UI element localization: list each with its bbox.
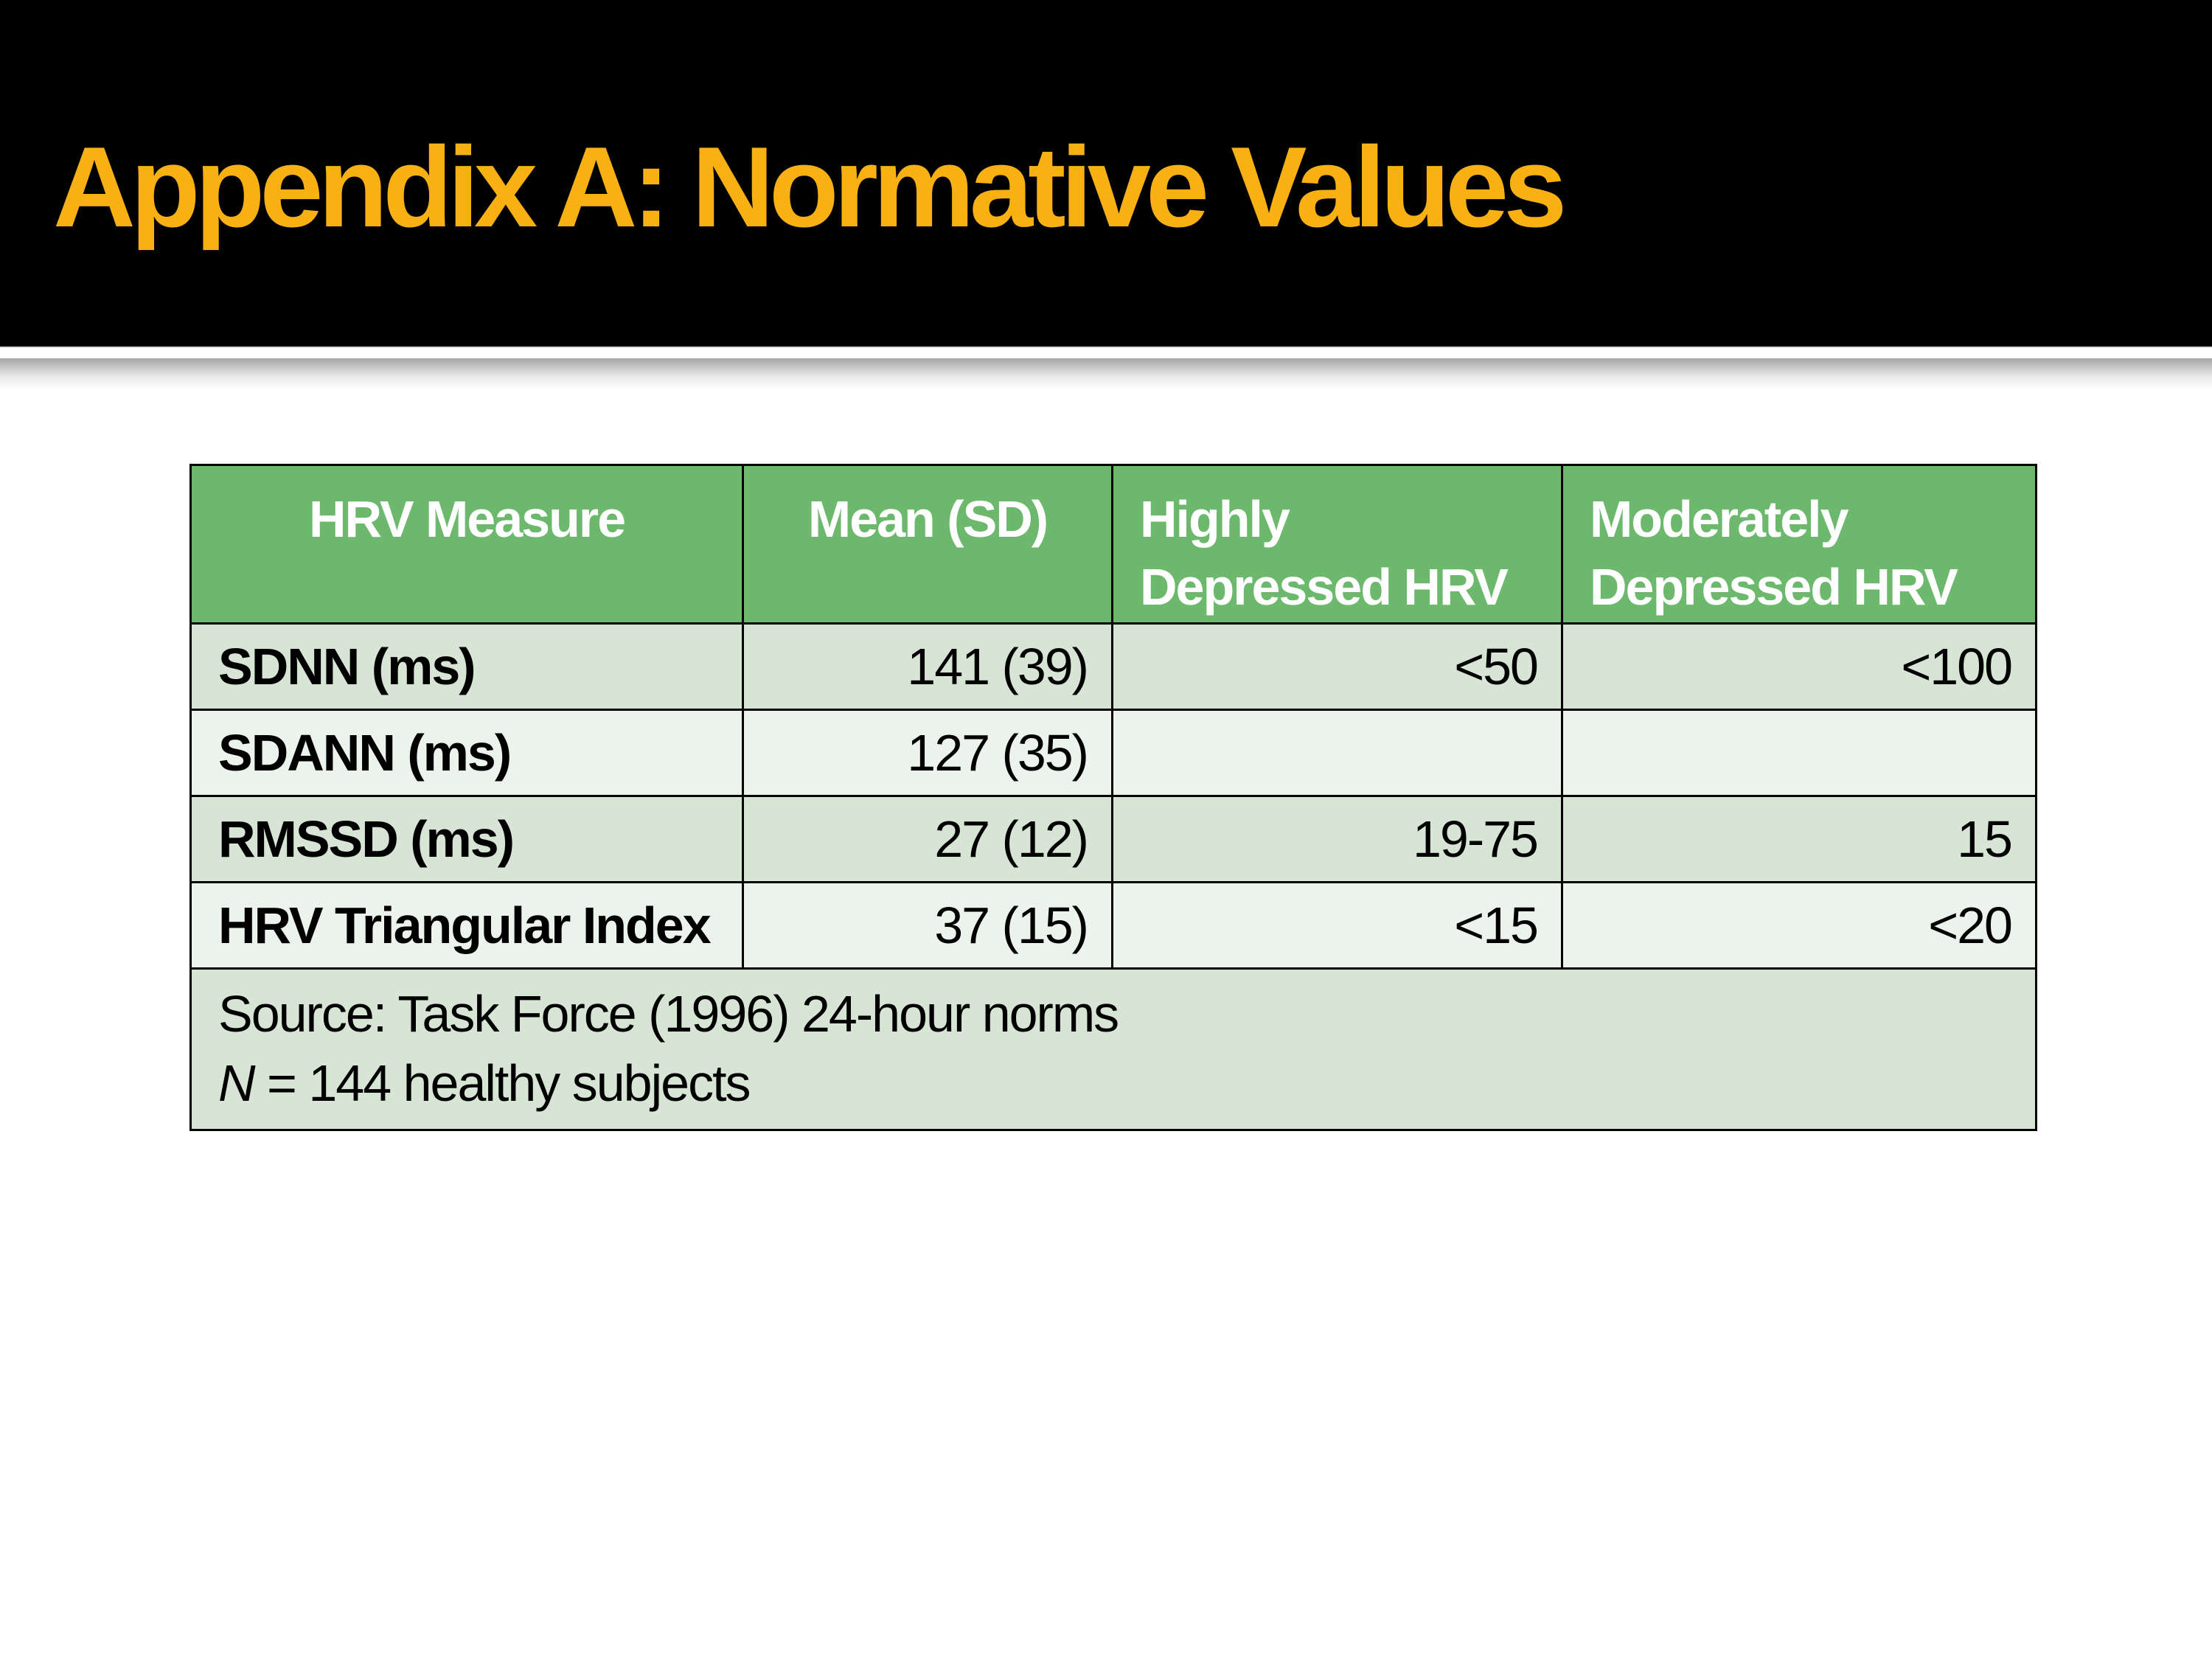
normative-values-table: HRV Measure Mean (SD) Highly Depressed H… xyxy=(189,464,2037,1131)
cell-highly: <50 xyxy=(1111,622,1563,711)
cell-measure: HRV Triangular Index xyxy=(189,880,744,970)
title-band: Appendix A: Normative Values xyxy=(0,0,2212,348)
cell-moderately: <20 xyxy=(1561,880,2037,970)
cell-highly: <15 xyxy=(1111,880,1563,970)
col-header-moderately-depressed: Moderately Depressed HRV xyxy=(1561,464,2037,625)
table-row: SDANN (ms) 127 (35) xyxy=(189,708,2037,797)
cell-moderately: <100 xyxy=(1561,622,2037,711)
page-title: Appendix A: Normative Values xyxy=(53,123,1567,251)
cell-mean: 37 (15) xyxy=(742,880,1113,970)
source-note-line1: Source: Task Force (1996) 24-hour norms xyxy=(218,984,1119,1043)
cell-highly xyxy=(1111,708,1563,797)
n-count-text: = 144 healthy subjects xyxy=(254,1054,751,1112)
cell-mean: 27 (12) xyxy=(742,794,1113,883)
cell-moderately xyxy=(1561,708,2037,797)
source-note-line2: N = 144 healthy subjects xyxy=(218,1049,2034,1119)
table-row: RMSSD (ms) 27 (12) 19-75 15 xyxy=(189,794,2037,883)
cell-measure: RMSSD (ms) xyxy=(189,794,744,883)
cell-measure: SDANN (ms) xyxy=(189,708,744,797)
table-row: HRV Triangular Index 37 (15) <15 <20 xyxy=(189,880,2037,970)
cell-measure: SDNN (ms) xyxy=(189,622,744,711)
col-header-mean-sd: Mean (SD) xyxy=(742,464,1113,625)
cell-mean: 141 (39) xyxy=(742,622,1113,711)
table-header-row: HRV Measure Mean (SD) Highly Depressed H… xyxy=(189,464,2037,625)
cell-moderately: 15 xyxy=(1561,794,2037,883)
table-footer-row: Source: Task Force (1996) 24-hour norms … xyxy=(189,967,2037,1131)
divider-shadow xyxy=(0,358,2212,389)
table-row: SDNN (ms) 141 (39) <50 <100 xyxy=(189,622,2037,711)
n-symbol: N xyxy=(218,1054,256,1112)
col-header-highly-depressed: Highly Depressed HRV xyxy=(1111,464,1563,625)
cell-mean: 127 (35) xyxy=(742,708,1113,797)
cell-highly: 19-75 xyxy=(1111,794,1563,883)
col-header-hrv-measure: HRV Measure xyxy=(189,464,744,625)
source-note-cell: Source: Task Force (1996) 24-hour norms … xyxy=(189,967,2037,1131)
